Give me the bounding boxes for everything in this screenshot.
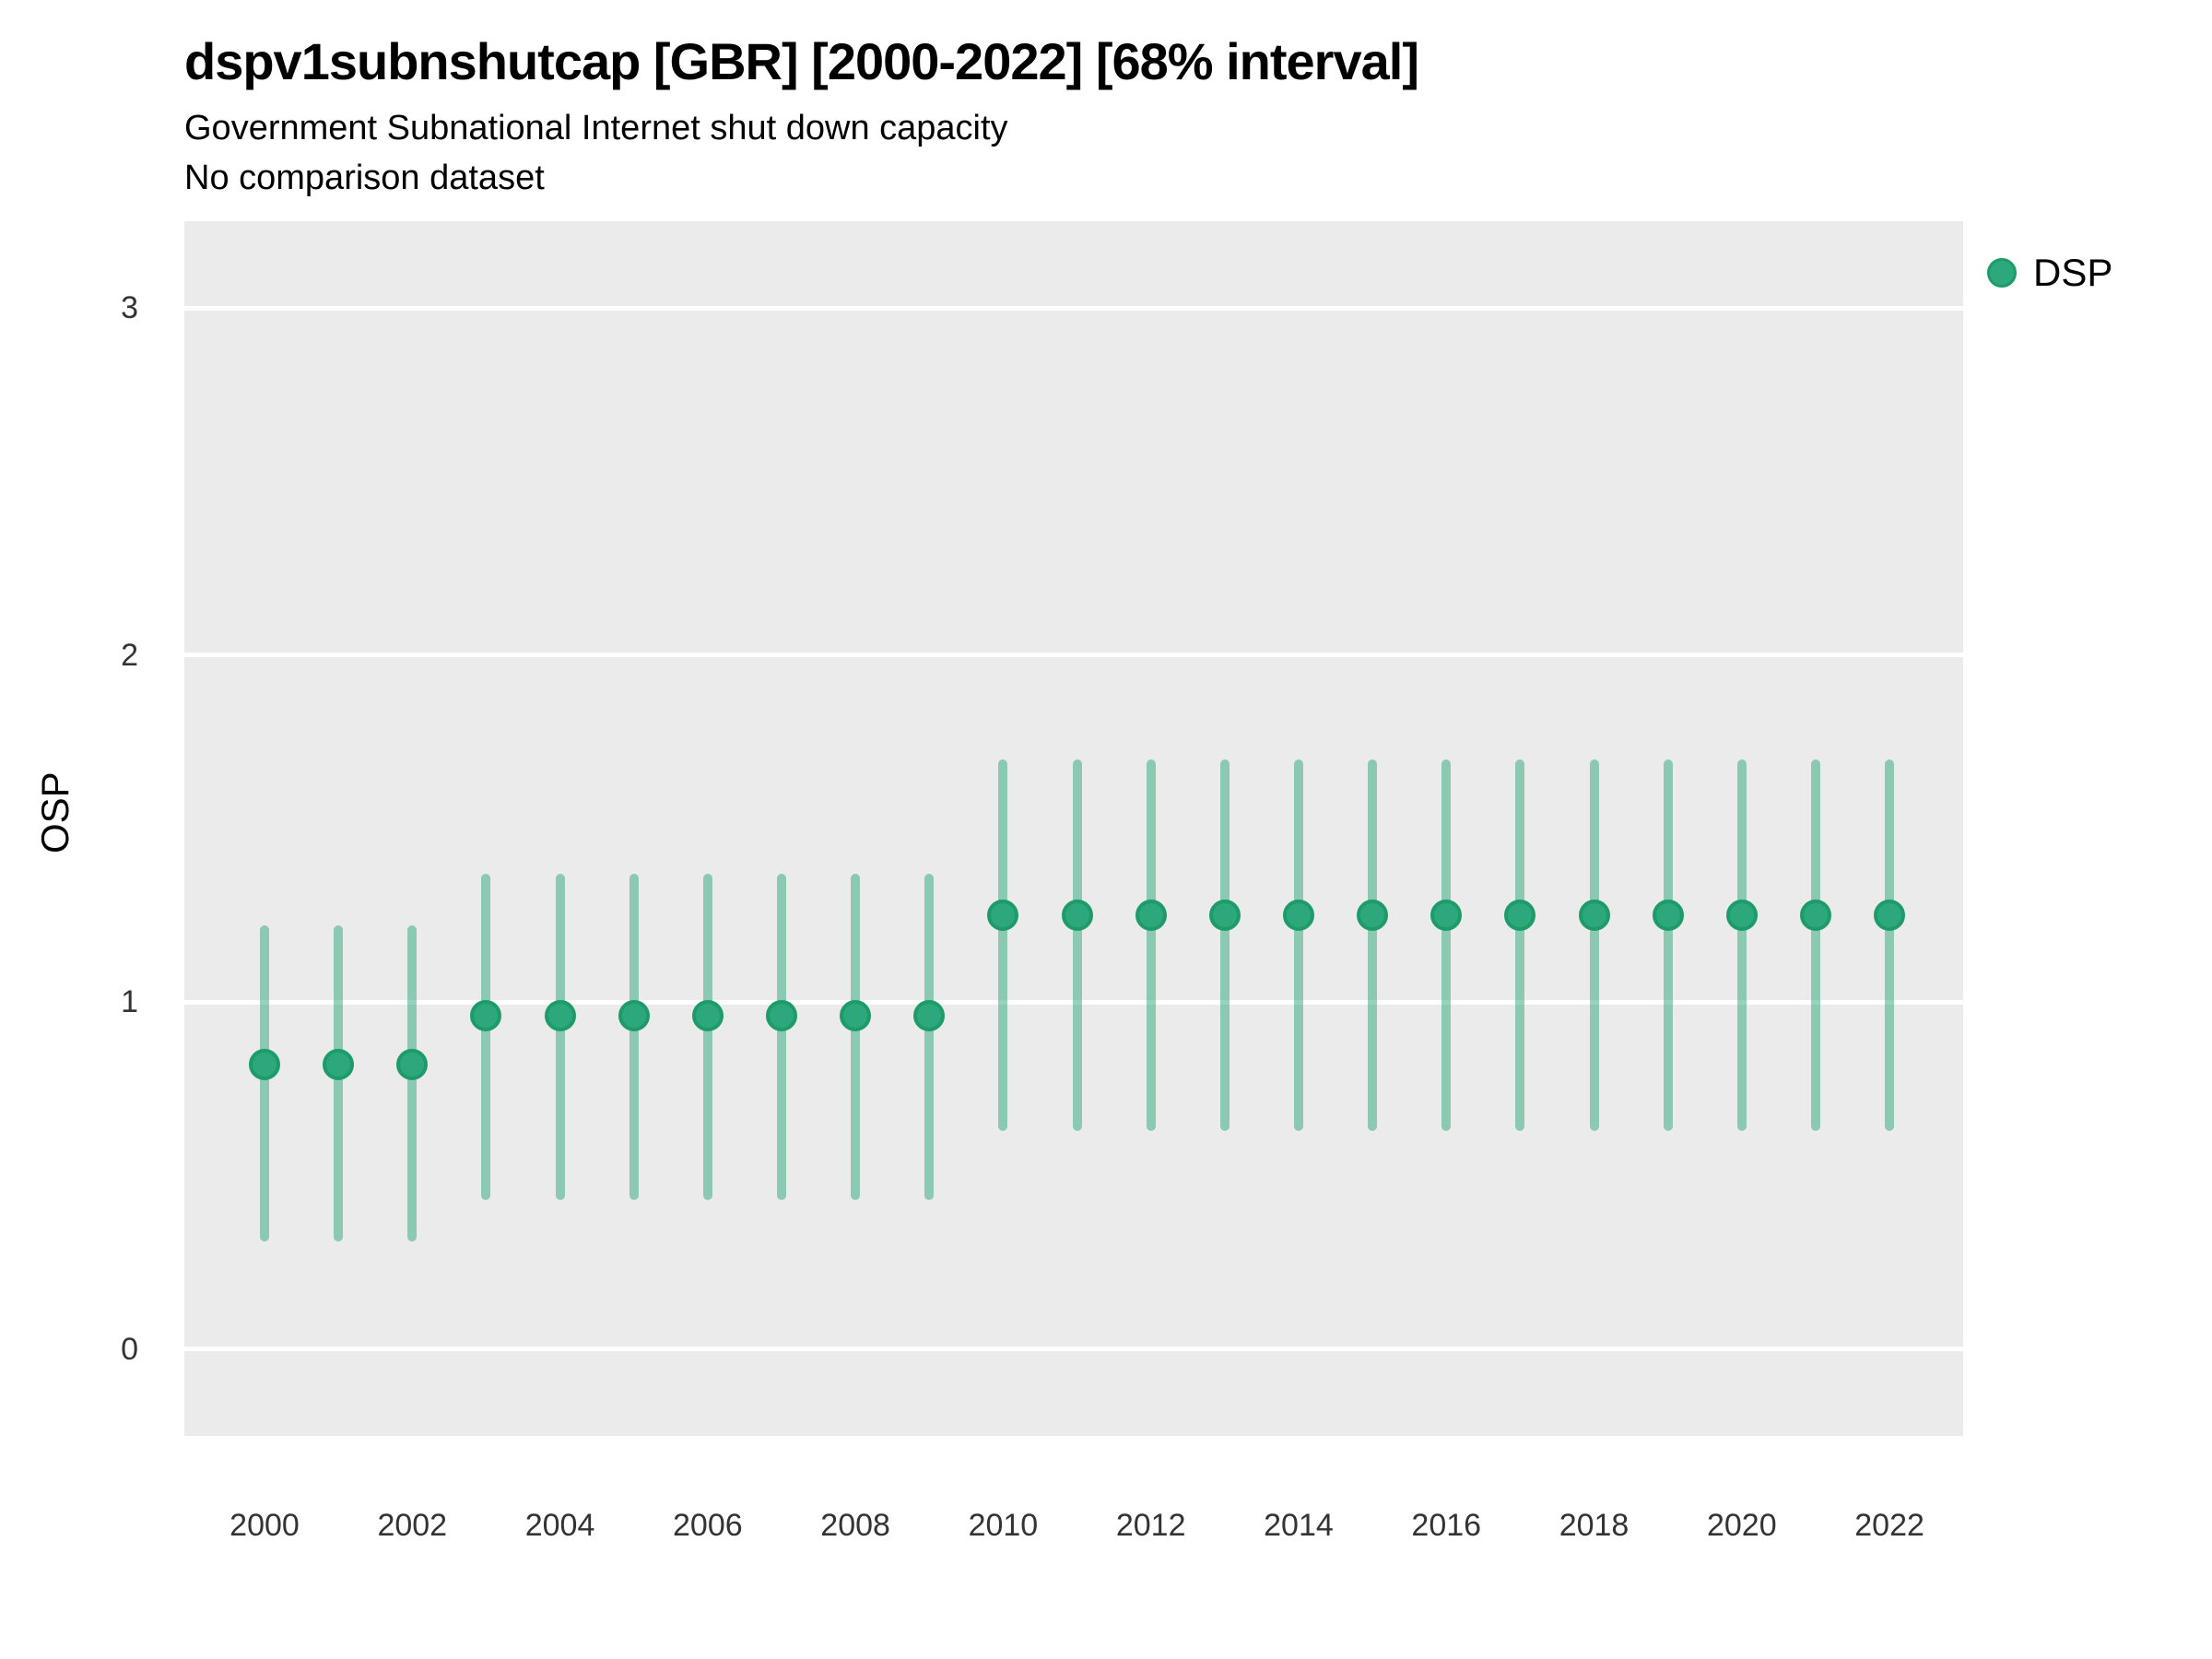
x-tick-label-2000: 2000 (229, 1508, 300, 1543)
interval-bar-2001 (334, 925, 344, 1242)
x-tick-label-2018: 2018 (1559, 1508, 1630, 1543)
data-point-2017 (1504, 900, 1536, 932)
data-point-2006 (691, 1000, 724, 1032)
interval-bar-2009 (924, 873, 935, 1200)
interval-bar-2005 (629, 873, 639, 1200)
chart-title: dspv1subnshutcap [GBR] [2000-2022] [68% … (184, 32, 1419, 90)
data-point-2021 (1799, 900, 1831, 932)
x-tick-label-2008: 2008 (820, 1508, 890, 1543)
legend-point-icon (1987, 258, 2017, 288)
interval-bar-2000 (260, 925, 269, 1242)
data-point-2015 (1357, 900, 1389, 932)
data-point-2013 (1208, 900, 1241, 932)
data-point-2014 (1282, 900, 1314, 932)
chart-subtitle: Government Subnational Internet shut dow… (184, 109, 1008, 147)
interval-bar-2006 (702, 873, 712, 1200)
interval-bar-2022 (1885, 759, 1895, 1131)
y-tick-label-1: 1 (121, 984, 138, 1020)
interval-bar-2018 (1589, 759, 1599, 1131)
interval-bar-2017 (1515, 759, 1525, 1131)
interval-bar-2010 (998, 759, 1008, 1131)
interval-bar-2016 (1441, 759, 1452, 1131)
interval-bar-2004 (555, 873, 565, 1200)
data-point-2018 (1578, 900, 1610, 932)
y-axis-title: OSP (33, 771, 76, 853)
interval-bar-2020 (1736, 759, 1747, 1131)
data-point-2004 (544, 1000, 576, 1032)
interval-bar-2015 (1368, 759, 1378, 1131)
x-tick-label-2014: 2014 (1264, 1508, 1334, 1543)
interval-bar-2021 (1810, 759, 1820, 1131)
data-point-2003 (470, 1000, 502, 1032)
plot-panel (184, 221, 1963, 1436)
interval-bar-2019 (1663, 759, 1673, 1131)
gridline-y-3 (184, 305, 1963, 311)
data-point-2010 (987, 900, 1019, 932)
data-point-2020 (1725, 900, 1758, 932)
gridline-y-2 (184, 653, 1963, 658)
interval-bar-2003 (481, 873, 491, 1200)
legend-label: DSP (2033, 251, 2113, 294)
gridline-y-0 (184, 1347, 1963, 1352)
interval-bar-2008 (851, 873, 861, 1200)
x-tick-label-2004: 2004 (524, 1508, 595, 1543)
data-point-2022 (1874, 900, 1906, 932)
data-point-2011 (1061, 900, 1093, 932)
x-tick-label-2002: 2002 (377, 1508, 448, 1543)
legend: DSP (1987, 251, 2112, 295)
data-point-2001 (323, 1049, 355, 1081)
y-tick-label-3: 3 (121, 290, 138, 326)
interval-bar-2002 (407, 925, 418, 1242)
data-point-2000 (249, 1049, 280, 1081)
x-tick-label-2006: 2006 (673, 1508, 743, 1543)
data-point-2005 (618, 1000, 650, 1032)
comparison-note: No comparison dataset (184, 159, 545, 197)
data-point-2009 (913, 1000, 946, 1032)
data-point-2016 (1430, 900, 1463, 932)
interval-bar-2011 (1072, 759, 1082, 1131)
x-tick-label-2012: 2012 (1115, 1508, 1186, 1543)
data-point-2008 (840, 1000, 872, 1032)
x-tick-label-2020: 2020 (1706, 1508, 1777, 1543)
x-tick-label-2016: 2016 (1411, 1508, 1482, 1543)
data-point-2019 (1652, 900, 1684, 932)
interval-bar-2014 (1293, 759, 1303, 1131)
x-tick-label-2022: 2022 (1854, 1508, 1924, 1543)
y-tick-label-2: 2 (121, 637, 138, 673)
interval-bar-2013 (1219, 759, 1230, 1131)
y-tick-label-0: 0 (121, 1331, 138, 1367)
interval-bar-2012 (1146, 759, 1156, 1131)
data-point-2012 (1135, 900, 1167, 932)
data-point-2007 (765, 1000, 797, 1032)
x-tick-label-2010: 2010 (968, 1508, 1039, 1543)
interval-bar-2007 (776, 873, 786, 1200)
data-point-2002 (396, 1049, 429, 1081)
